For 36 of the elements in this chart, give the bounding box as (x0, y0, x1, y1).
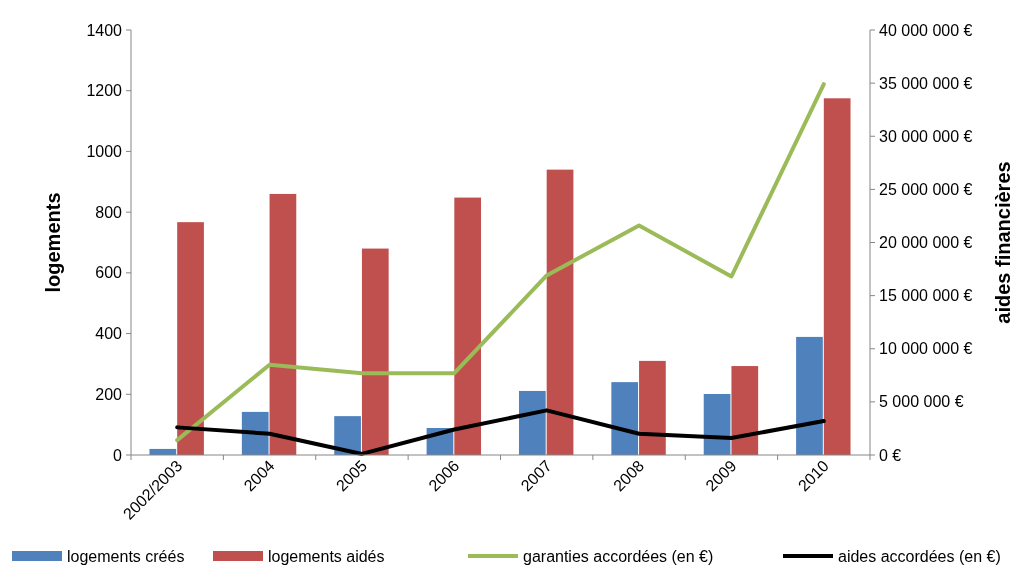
bar (546, 169, 574, 455)
y-tick-label: 1200 (86, 82, 123, 100)
line-series (175, 408, 826, 456)
y2-tick-label: 25 000 000 € (879, 180, 973, 198)
bar (177, 222, 204, 455)
y-tick-label: 200 (95, 385, 123, 403)
y-tick-label: 400 (95, 325, 123, 343)
bar (518, 390, 546, 455)
y-axis-title: logements (42, 192, 64, 293)
legend-label: logements aidés (268, 547, 385, 565)
bar (639, 360, 666, 455)
y2-tick-label: 0 € (879, 446, 902, 464)
bar (796, 336, 823, 455)
bar (611, 382, 639, 455)
bar (454, 197, 482, 455)
y-tick-label: 0 (113, 446, 123, 464)
legend-label: aides accordées (en €) (838, 547, 1001, 565)
y2-tick-label: 40 000 000 € (879, 21, 973, 39)
legend-label: logements créés (67, 547, 185, 565)
y2-tick-label: 35 000 000 € (879, 74, 973, 92)
y2-tick-label: 30 000 000 € (879, 127, 973, 145)
bar (823, 98, 851, 455)
y2-tick-label: 5 000 000 € (879, 393, 964, 411)
y-tick-label: 600 (95, 264, 123, 282)
y2-tick-label: 10 000 000 € (879, 340, 973, 358)
y2-axis-title: aides financières (992, 161, 1014, 324)
line-series (175, 82, 826, 443)
y-tick-label: 1400 (86, 21, 123, 39)
y2-tick-label: 15 000 000 € (879, 287, 973, 305)
legend-label: garanties accordées (en €) (523, 547, 714, 565)
y-tick-label: 1000 (86, 143, 123, 161)
bar (269, 193, 297, 455)
bar (731, 366, 759, 455)
y2-tick-label: 20 000 000 € (879, 234, 973, 252)
bar (361, 248, 389, 455)
y-tick-label: 800 (95, 203, 123, 221)
